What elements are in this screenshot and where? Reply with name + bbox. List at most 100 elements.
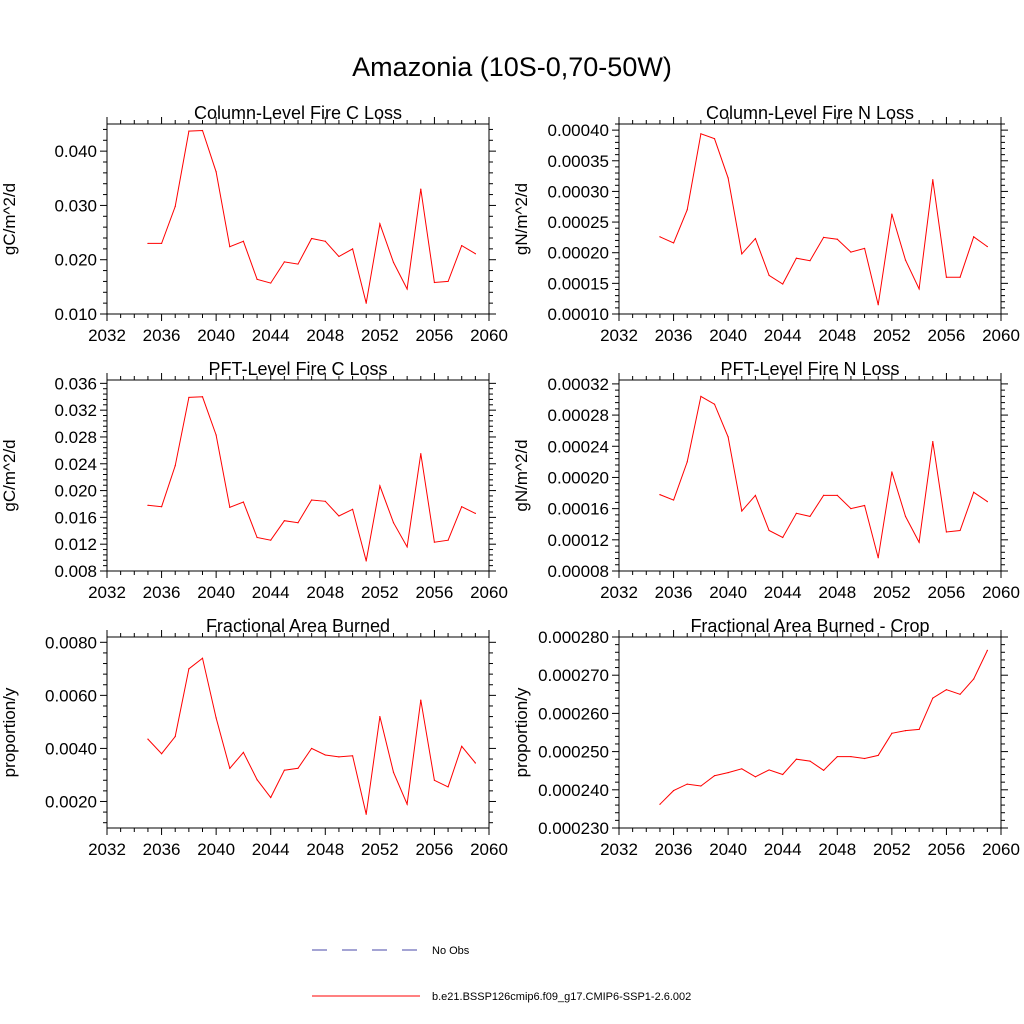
pft-n-loss-data-point (836, 494, 838, 496)
column-n-loss-data-point (672, 242, 675, 244)
pft-c-loss-data-point (461, 506, 463, 508)
column-c-loss-ytick-label: 0.020 (54, 251, 97, 270)
panel-column-c-loss: Column-Level Fire C Loss gC/m^2/d 2032 2036… (0, 103, 508, 345)
area-burned-data-point (188, 668, 190, 670)
area-burned-crop-title: Fractional Area Burned - Crop (690, 616, 929, 636)
area-burned-crop-xtick-label: 2056 (928, 840, 966, 859)
column-n-loss-data-point (659, 236, 661, 238)
pft-n-loss-ylabel: gN/m^2/d (512, 439, 531, 511)
column-n-loss-data-point (754, 238, 757, 240)
area-burned-title: Fractional Area Burned (206, 616, 390, 636)
area-burned-crop-xtick-label: 2060 (982, 840, 1020, 859)
pft-c-loss-data-point (201, 396, 204, 398)
area-burned-data-point (447, 786, 449, 788)
column-c-loss-data-point (147, 242, 149, 245)
column-c-loss-data-point (242, 240, 245, 242)
legend: No Obs b.e21.BSSP126cmip6.f09_g17.CMIP6-… (312, 945, 691, 1003)
column-n-loss-data-point (877, 304, 879, 306)
column-n-loss-ytick-label: 0.00035 (548, 152, 609, 171)
legend-label-model-run: b.e21.BSSP126cmip6.f09_g17.CMIP6-SSP1-2.… (432, 991, 691, 1003)
pft-n-loss-data-point (754, 494, 757, 496)
pft-n-loss-xtick-label: 2036 (655, 583, 693, 602)
area-burned-crop-data-point (700, 785, 702, 787)
pft-n-loss-data-point (686, 461, 688, 463)
pft-n-loss-ytick-label: 0.00012 (548, 531, 609, 550)
column-c-loss-data-point (338, 255, 340, 258)
column-n-loss-xtick-label: 2036 (655, 326, 693, 345)
column-c-loss-ylabel: gC/m^2/d (0, 183, 19, 255)
pft-c-loss-data-point (392, 522, 395, 524)
pft-c-loss-xtick-label: 2056 (416, 583, 454, 602)
pft-c-loss-data-point (188, 396, 190, 399)
pft-n-loss-data-point (932, 440, 934, 443)
pft-c-loss-data-point (338, 515, 340, 517)
column-c-loss-data-point (351, 248, 354, 250)
pft-c-loss-xtick-label: 2060 (470, 583, 508, 602)
panel-area-burned-crop: Fractional Area Burned - Crop proportion/… (512, 616, 1020, 859)
figure-title: Amazonia (10S-0,70-50W) (352, 52, 672, 82)
column-c-loss-data-point (297, 263, 299, 265)
area-burned-xtick-label: 2036 (143, 840, 181, 859)
area-burned-crop-xtick-label: 2036 (655, 840, 693, 859)
area-burned-xtick-label: 2060 (470, 840, 508, 859)
pft-c-loss-ytick-label: 0.008 (54, 562, 97, 581)
area-burned-data-point (283, 769, 285, 771)
area-burned-crop-data-point (973, 678, 975, 680)
column-c-loss-xtick-label: 2036 (143, 326, 181, 345)
area-burned-crop-data-point (836, 755, 838, 758)
column-n-loss-ytick-label: 0.00030 (548, 182, 609, 201)
column-n-loss-data-point (891, 213, 893, 215)
column-n-loss-data-point (945, 276, 948, 278)
area-burned-crop-xtick-label: 2040 (709, 840, 747, 859)
pft-n-loss-data-point (863, 504, 866, 507)
column-n-loss-data-point (782, 283, 784, 285)
area-burned-crop-data-point (768, 769, 770, 771)
area-burned-xtick-label: 2052 (361, 840, 399, 859)
area-burned-data-point (256, 779, 258, 781)
column-n-loss-data-point (932, 179, 934, 181)
pft-c-loss-ytick-label: 0.012 (54, 535, 97, 554)
area-burned-crop-data-point (686, 783, 688, 785)
column-c-loss-data-point (160, 242, 163, 245)
column-c-loss-data-point (379, 223, 381, 225)
column-n-loss-ylabel: gN/m^2/d (512, 183, 531, 255)
panel-area-burned: Fractional Area Burned proportion/y 2032 20… (0, 616, 508, 859)
area-burned-crop-data-point (823, 769, 825, 771)
pft-n-loss-data-point (809, 515, 811, 518)
pft-n-loss-ytick-label: 0.00024 (548, 437, 609, 456)
column-c-loss-data-point (461, 245, 463, 247)
pft-c-loss-data-point (297, 522, 299, 524)
column-c-loss-xtick-label: 2056 (416, 326, 454, 345)
area-burned-crop-data-point (891, 732, 893, 734)
panels: Column-Level Fire C Loss gC/m^2/d 2032 2036… (0, 103, 1020, 859)
pft-c-loss-data-point (474, 512, 476, 514)
panel-pft-c-loss: PFT-Level Fire C Loss gC/m^2/d 2032 2036 204… (0, 359, 508, 602)
area-burned-data-point (297, 767, 299, 769)
pft-n-loss-data-point (904, 515, 907, 518)
panel-pft-n-loss: PFT-Level Fire N Loss gN/m^2/d 2032 2036 204… (512, 359, 1020, 602)
pft-c-loss-data-point (174, 465, 176, 467)
column-n-loss-title: Column-Level Fire N Loss (706, 103, 914, 123)
area-burned-crop-data-point (959, 693, 961, 695)
pft-n-loss-data-point (741, 510, 743, 512)
column-n-loss-data-point (904, 259, 907, 261)
pft-c-loss-ytick-label: 0.024 (54, 455, 97, 474)
pft-c-loss-data-point (406, 546, 408, 548)
area-burned-data-point (311, 747, 313, 750)
area-burned-crop-ytick-label: 0.000280 (538, 628, 609, 647)
column-n-loss-data-point (700, 133, 702, 135)
area-burned-ytick-label: 0.0020 (45, 792, 97, 811)
column-c-loss-data-point (229, 246, 231, 248)
area-burned-data-point (174, 735, 176, 738)
column-n-loss-xtick-label: 2040 (709, 326, 747, 345)
area-burned-data-point (147, 738, 149, 740)
column-n-loss-data-point (850, 251, 852, 253)
pft-c-loss-data-point (324, 500, 326, 502)
column-n-loss-ytick-label: 0.00015 (548, 274, 609, 293)
pft-c-loss-xtick-label: 2036 (143, 583, 181, 602)
pft-c-loss-xtick-label: 2040 (197, 583, 235, 602)
area-burned-crop-ytick-label: 0.000270 (538, 666, 609, 685)
pft-n-loss-xtick-label: 2060 (982, 583, 1020, 602)
